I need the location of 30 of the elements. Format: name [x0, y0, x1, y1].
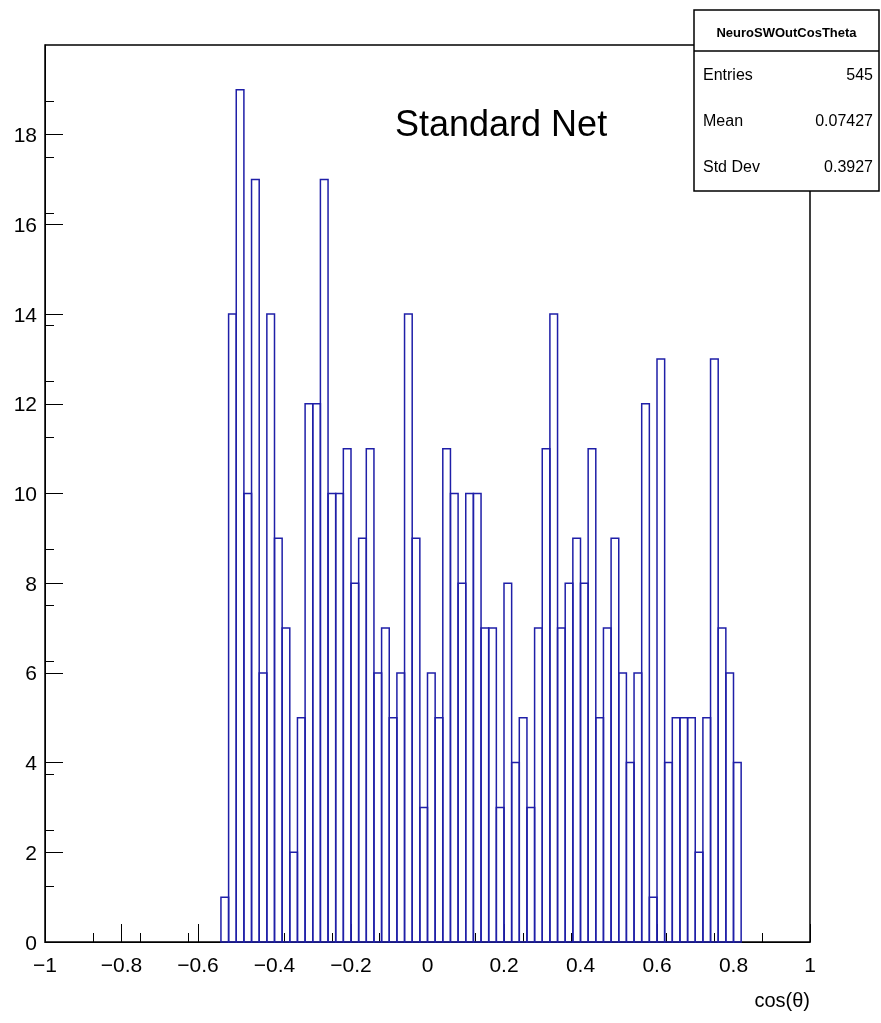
- x-tick-label: 0.4: [565, 953, 596, 976]
- x-tick-label: 0.8: [718, 953, 749, 976]
- x-tick-label: 0: [421, 953, 434, 976]
- text: NeuroSWOutCosTheta: [716, 24, 858, 40]
- y-tick-label: 10: [13, 482, 37, 505]
- y-tick-label: 14: [13, 302, 38, 326]
- x-tick-label: −0.6: [177, 953, 219, 976]
- y-tick-label: 12: [13, 392, 37, 416]
- annotation: Standard Net: [395, 102, 608, 144]
- text: 545: [846, 65, 874, 83]
- y-tick-label: 0: [25, 930, 37, 954]
- y-tick-label: 18: [13, 123, 37, 147]
- x-tick-label: −1: [33, 953, 57, 976]
- x-tick-label: 1: [804, 953, 816, 976]
- x-tick-label: 0.6: [642, 953, 672, 976]
- x-axis-title: cos(θ): [754, 989, 810, 1011]
- annotation: Entries: [703, 65, 753, 83]
- y-tick-label: 16: [13, 212, 37, 236]
- y-tick-label: 2: [25, 840, 37, 864]
- y-tick-label: 4: [25, 751, 38, 775]
- annotation: Std Dev: [703, 157, 760, 175]
- x-tick-label: 0.2: [489, 953, 519, 976]
- y-tick-label: 8: [25, 571, 37, 595]
- text: 0.07427: [815, 111, 874, 129]
- x-tick-label: −0.8: [100, 953, 143, 976]
- x-tick-label: −0.2: [330, 953, 372, 976]
- annotation: Mean: [703, 111, 744, 129]
- text: 0.3927: [824, 157, 874, 175]
- x-tick-label: −0.4: [253, 953, 296, 976]
- y-tick-label: 6: [25, 661, 37, 685]
